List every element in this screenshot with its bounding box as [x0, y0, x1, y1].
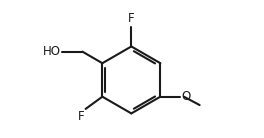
Text: HO: HO	[43, 45, 61, 58]
Text: F: F	[78, 110, 84, 123]
Text: O: O	[181, 90, 190, 103]
Text: F: F	[128, 12, 135, 26]
